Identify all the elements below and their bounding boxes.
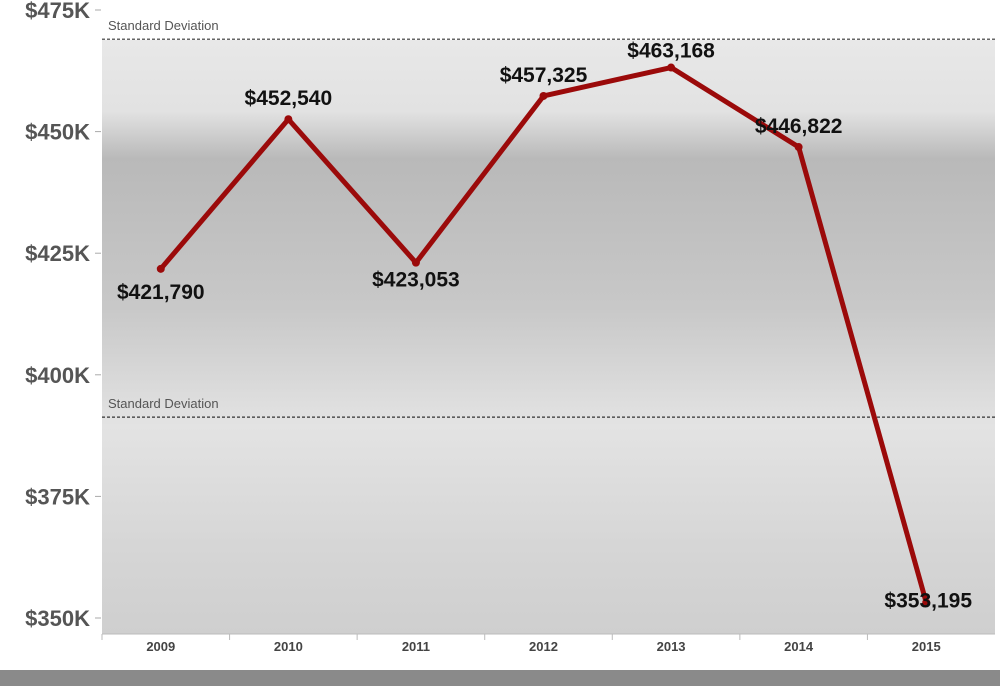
data-point xyxy=(794,143,803,152)
y-tick-label: $400K xyxy=(25,363,90,388)
data-point xyxy=(156,264,165,273)
x-tick-label: 2013 xyxy=(657,639,686,654)
x-tick-label: 2009 xyxy=(146,639,175,654)
data-point xyxy=(667,63,676,72)
data-point xyxy=(284,115,293,124)
x-tick-label: 2014 xyxy=(784,639,814,654)
x-tick-label: 2010 xyxy=(274,639,303,654)
data-label: $421,790 xyxy=(117,281,205,304)
data-label: $452,540 xyxy=(245,87,333,110)
data-label: $446,822 xyxy=(755,115,843,138)
data-point xyxy=(539,91,548,100)
bottom-photo-strip xyxy=(0,670,1000,686)
std-dev-label: Standard Deviation xyxy=(108,18,219,33)
data-point xyxy=(922,598,931,607)
y-tick-label: $375K xyxy=(25,484,90,509)
y-tick-label: $475K xyxy=(25,0,90,23)
x-tick-label: 2011 xyxy=(402,639,430,654)
data-label: $353,195 xyxy=(884,589,972,612)
y-tick-label: $425K xyxy=(25,241,90,266)
data-label: $457,325 xyxy=(500,64,588,87)
background-photo xyxy=(102,40,995,634)
data-point xyxy=(411,258,420,267)
data-label: $463,168 xyxy=(627,40,715,63)
y-tick-label: $350K xyxy=(25,606,90,631)
y-tick-label: $450K xyxy=(25,120,90,145)
data-label: $423,053 xyxy=(372,269,460,292)
std-dev-label: Standard Deviation xyxy=(108,396,219,411)
x-tick-label: 2015 xyxy=(912,639,941,654)
x-tick-label: 2012 xyxy=(529,639,558,654)
